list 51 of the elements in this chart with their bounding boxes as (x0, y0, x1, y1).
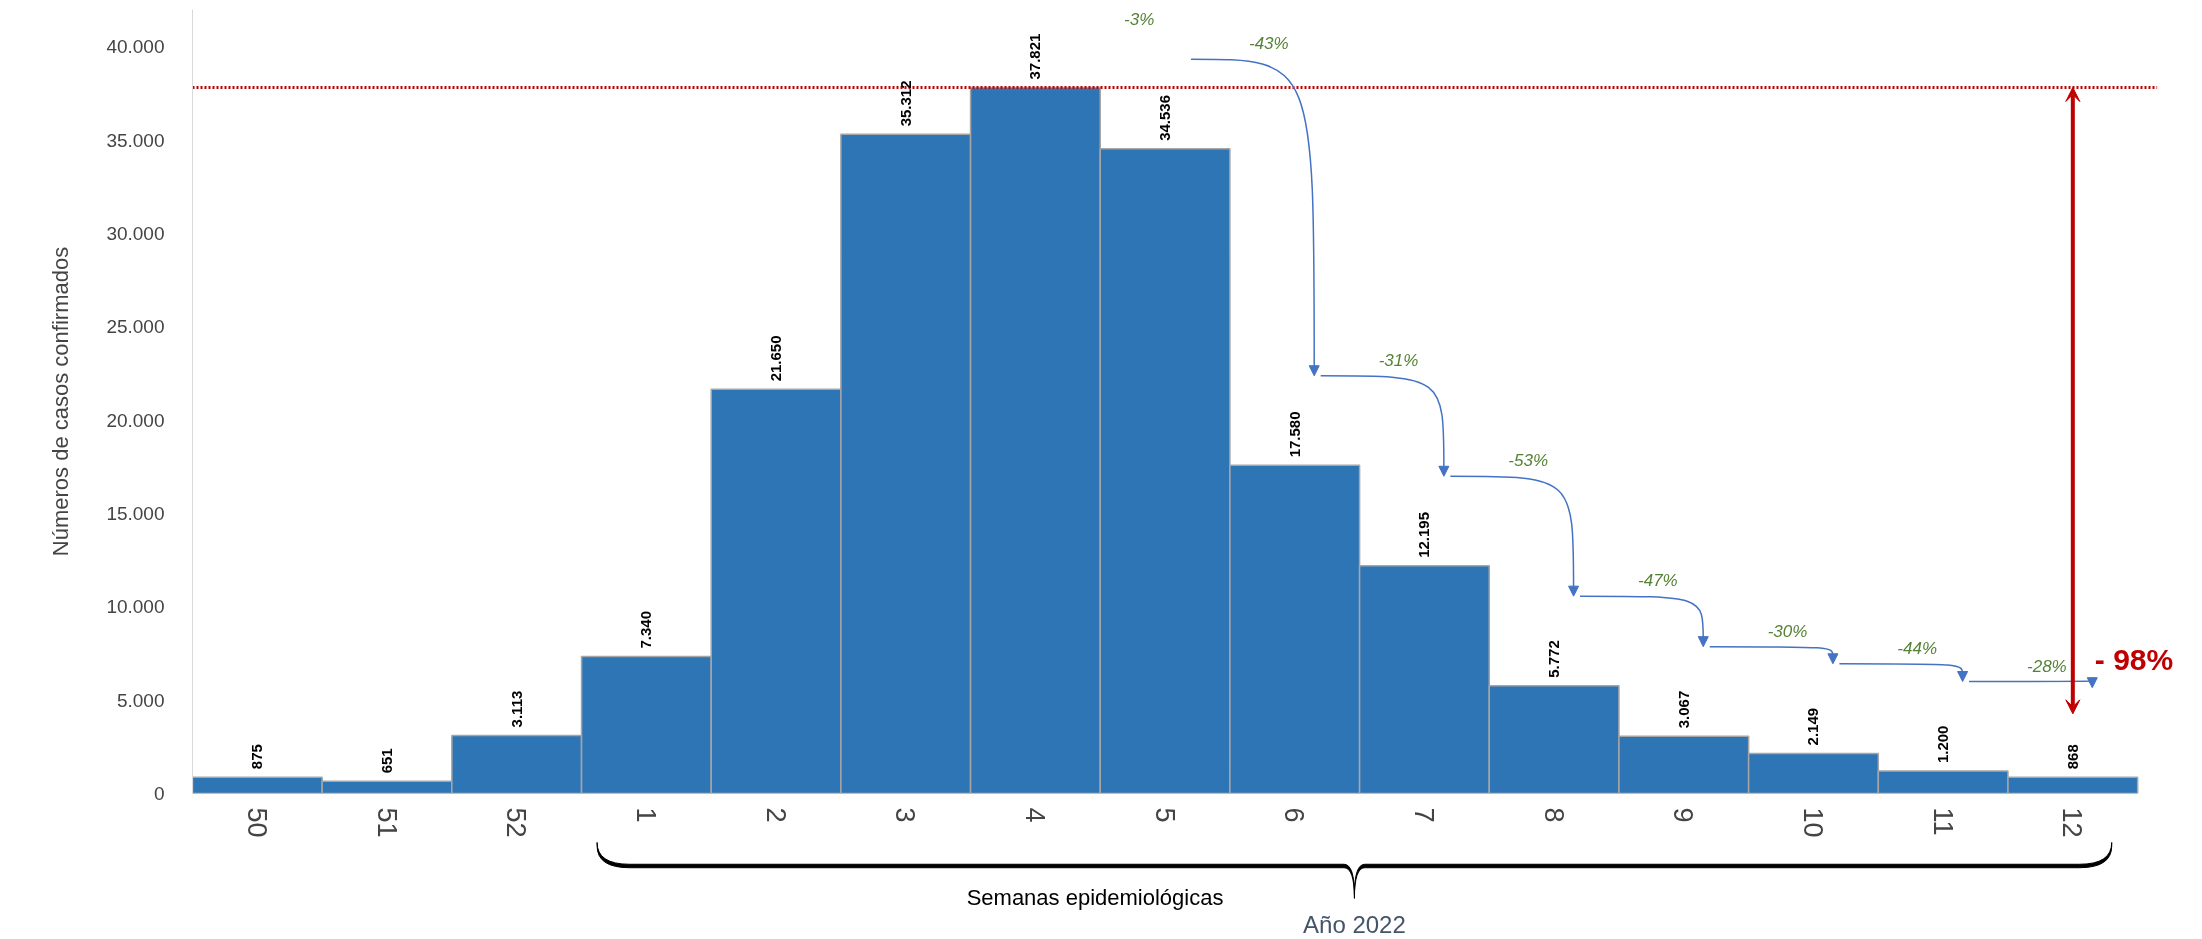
y-tick-label: 10.000 (106, 596, 165, 618)
data-label: 21.650 (767, 335, 785, 382)
x-tick-label: 5 (1149, 807, 1180, 823)
data-label: 2.149 (1804, 707, 1822, 746)
data-label: 3.113 (507, 690, 525, 728)
x-tick-label: 1 (630, 807, 661, 823)
annotation: -28% (2027, 656, 2067, 676)
y-tick-label: 20.000 (106, 409, 165, 431)
annotation: -44% (1897, 638, 1938, 658)
x-tick-label: 52 (501, 807, 532, 838)
y-tick-label: 15.000 (106, 503, 165, 524)
y-tick-label: 40.000 (106, 36, 165, 58)
y-axis-title: Números de casos confirmados (48, 246, 74, 557)
x-tick-label: 12 (2057, 807, 2088, 838)
data-label: 875 (248, 744, 266, 770)
x-axis-title: Semanas epidemiológicas (966, 885, 1224, 911)
text: Año 2022 (1303, 910, 1406, 938)
x-tick-label: 11 (1927, 807, 1958, 836)
data-label: 868 (2063, 744, 2081, 770)
y-tick-label: 30.000 (106, 223, 165, 244)
annotation: - 98% (2094, 642, 2174, 676)
x-tick-label: 50 (241, 807, 272, 838)
annotation: -30% (1767, 621, 1808, 641)
data-label: 7.340 (637, 610, 655, 649)
y-tick-label: 35.000 (106, 129, 165, 151)
x-tick-label: 3 (890, 807, 921, 823)
annotation: -47% (1638, 571, 1678, 591)
data-label: 12.195 (1415, 511, 1433, 558)
x-tick-label: 9 (1668, 807, 1699, 823)
data-label: 651 (378, 748, 396, 774)
data-label: 37.821 (1026, 33, 1044, 80)
y-tick-label: 25.000 (106, 316, 165, 338)
data-label: 1.200 (1934, 725, 1952, 764)
annotation: -43% (1248, 34, 1289, 54)
data-label: 3.067 (1674, 690, 1692, 729)
annotation: -31% (1378, 350, 1419, 370)
annotation: -3% (1124, 9, 1155, 29)
y-tick-label: 5.000 (116, 689, 165, 711)
x-tick-label: 51 (371, 807, 402, 838)
x-tick-label: 8 (1538, 807, 1569, 823)
data-label: 17.580 (1285, 411, 1303, 458)
x-tick-label: 2 (760, 807, 791, 823)
data-label: 35.312 (896, 80, 914, 127)
annotation: -53% (1508, 451, 1549, 471)
x-tick-label: 6 (1279, 807, 1310, 823)
x-tick-label: 10 (1797, 807, 1828, 838)
x-tick-label: 4 (1019, 807, 1050, 823)
data-label: 5.772 (1545, 640, 1563, 678)
data-label: 34.536 (1156, 94, 1174, 141)
y-tick-label: 0 (153, 783, 165, 804)
x-tick-label: 7 (1408, 807, 1439, 823)
